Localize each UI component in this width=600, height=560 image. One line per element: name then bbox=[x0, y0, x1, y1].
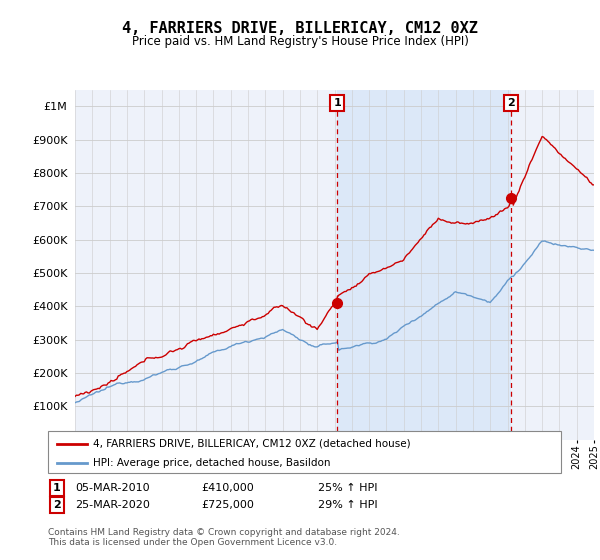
Text: 25-MAR-2020: 25-MAR-2020 bbox=[75, 500, 150, 510]
Text: 1: 1 bbox=[53, 483, 61, 493]
Text: 05-MAR-2010: 05-MAR-2010 bbox=[75, 483, 149, 493]
Text: This data is licensed under the Open Government Licence v3.0.: This data is licensed under the Open Gov… bbox=[48, 538, 337, 547]
Text: 1: 1 bbox=[334, 99, 341, 108]
Text: HPI: Average price, detached house, Basildon: HPI: Average price, detached house, Basi… bbox=[93, 458, 331, 468]
Text: £725,000: £725,000 bbox=[201, 500, 254, 510]
Text: 4, FARRIERS DRIVE, BILLERICAY, CM12 0XZ (detached house): 4, FARRIERS DRIVE, BILLERICAY, CM12 0XZ … bbox=[93, 439, 410, 449]
Text: 29% ↑ HPI: 29% ↑ HPI bbox=[318, 500, 377, 510]
Text: 4, FARRIERS DRIVE, BILLERICAY, CM12 0XZ: 4, FARRIERS DRIVE, BILLERICAY, CM12 0XZ bbox=[122, 21, 478, 36]
Text: £410,000: £410,000 bbox=[201, 483, 254, 493]
Bar bbox=[337, 90, 511, 440]
Text: Contains HM Land Registry data © Crown copyright and database right 2024.: Contains HM Land Registry data © Crown c… bbox=[48, 528, 400, 536]
Text: Price paid vs. HM Land Registry's House Price Index (HPI): Price paid vs. HM Land Registry's House … bbox=[131, 35, 469, 48]
Text: 2: 2 bbox=[508, 99, 515, 108]
Text: 25% ↑ HPI: 25% ↑ HPI bbox=[318, 483, 377, 493]
Text: 2: 2 bbox=[53, 500, 61, 510]
